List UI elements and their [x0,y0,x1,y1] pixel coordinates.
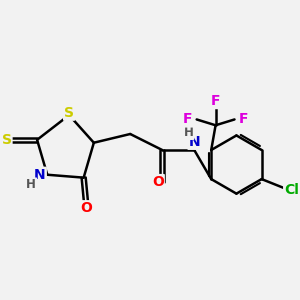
Text: S: S [2,133,11,147]
Text: F: F [183,112,193,126]
Text: N: N [34,168,46,182]
Text: Cl: Cl [284,183,299,197]
Text: F: F [211,94,220,108]
Text: S: S [64,106,74,120]
Text: O: O [152,175,164,189]
Text: O: O [81,201,92,215]
Text: N: N [188,135,200,149]
Text: H: H [26,178,36,191]
Text: F: F [238,112,248,126]
Text: H: H [184,126,193,139]
